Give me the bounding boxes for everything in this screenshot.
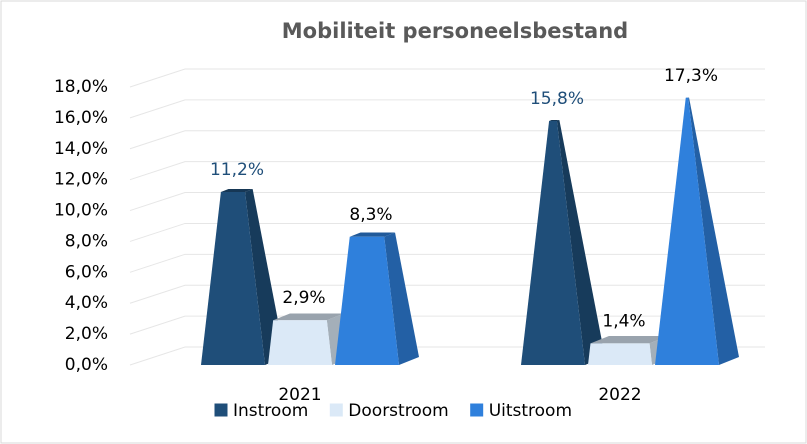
bar bbox=[335, 236, 399, 365]
bar-top bbox=[273, 313, 344, 321]
grid-line bbox=[129, 130, 765, 150]
y-tick-label: 2,0% bbox=[65, 324, 108, 344]
x-tick-label: 2022 bbox=[598, 385, 641, 405]
value-label: 2,9% bbox=[282, 288, 325, 308]
y-tick-label: 18,0% bbox=[54, 77, 108, 97]
bar bbox=[201, 192, 265, 365]
legend-label: Instroom bbox=[233, 401, 308, 421]
bar bbox=[655, 97, 719, 366]
bar bbox=[588, 343, 652, 365]
y-tick-label: 4,0% bbox=[65, 293, 108, 313]
legend-label: Uitstroom bbox=[489, 401, 572, 421]
bar bbox=[521, 120, 585, 365]
legend-label: Doorstroom bbox=[348, 401, 448, 421]
y-tick-label: 6,0% bbox=[65, 262, 108, 282]
y-tick-label: 14,0% bbox=[54, 139, 108, 159]
grid-line bbox=[129, 161, 765, 181]
y-tick-label: 10,0% bbox=[54, 201, 108, 221]
bar bbox=[268, 320, 332, 365]
bar-top bbox=[549, 120, 560, 121]
y-tick-label: 0,0% bbox=[65, 355, 108, 375]
bar-side bbox=[688, 97, 739, 365]
grid-line bbox=[129, 99, 765, 119]
legend-swatch bbox=[470, 403, 484, 417]
value-label: 1,4% bbox=[602, 311, 645, 331]
bar-top bbox=[590, 336, 668, 344]
value-label: 15,8% bbox=[530, 89, 584, 109]
bar-top bbox=[349, 232, 396, 237]
bar-side bbox=[556, 120, 605, 365]
y-tick-label: 8,0% bbox=[65, 231, 108, 251]
y-tick-label: 12,0% bbox=[54, 170, 108, 190]
bar-top bbox=[220, 189, 253, 193]
legend-swatch bbox=[329, 403, 343, 417]
y-tick-label: 16,0% bbox=[54, 108, 108, 128]
chart-title: Mobiliteit personeelsbestand bbox=[282, 19, 628, 43]
value-label: 17,3% bbox=[664, 66, 718, 86]
value-label: 8,3% bbox=[349, 205, 392, 225]
legend-swatch bbox=[214, 403, 228, 417]
value-label: 11,2% bbox=[210, 160, 264, 180]
x-tick-label: 2021 bbox=[278, 385, 321, 405]
grid-line bbox=[129, 68, 765, 88]
bar-side bbox=[384, 232, 419, 365]
